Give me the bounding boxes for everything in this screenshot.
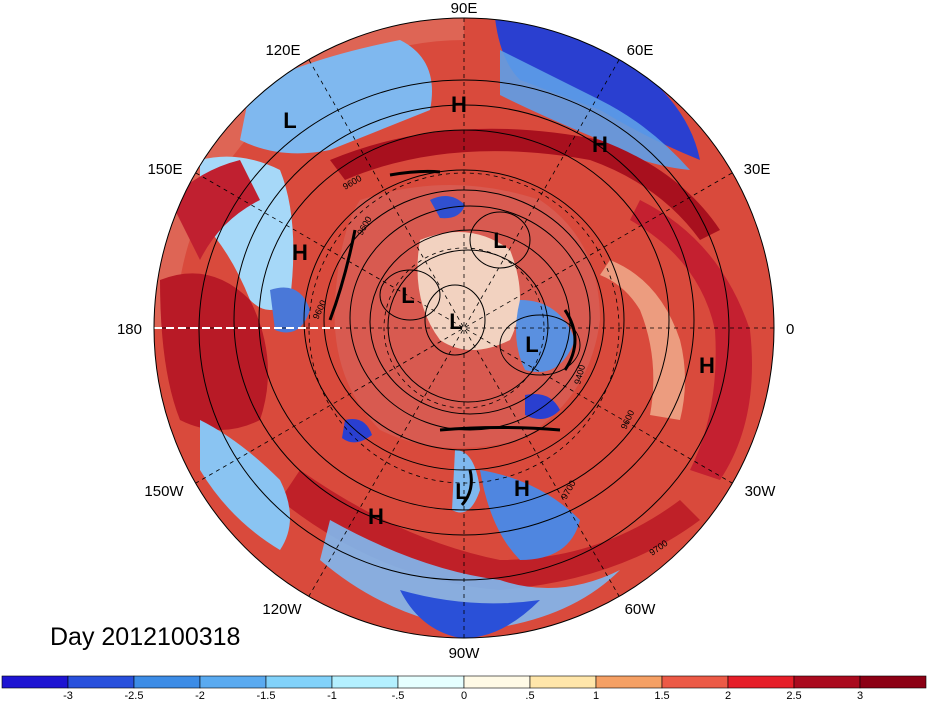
longitude-labels: 90E 60E 30E 0 30W 60W 90W 120W 150W 180 … xyxy=(117,0,794,662)
colorbar-swatch xyxy=(859,675,927,689)
lon-label-30e: 30E xyxy=(744,161,771,178)
pressure-label: H xyxy=(699,353,715,378)
map-border xyxy=(153,17,775,639)
colorbar-swatch xyxy=(793,675,861,689)
colorbar-swatch xyxy=(463,675,531,689)
pressure-label: H xyxy=(292,240,308,265)
lon-label-150e: 150E xyxy=(147,161,182,178)
lon-label-90w: 90W xyxy=(449,645,481,662)
pressure-system-labels: H H L H L L L L H L H H xyxy=(283,92,715,529)
colorbar-swatch xyxy=(595,675,663,689)
colorbar-swatch xyxy=(331,675,399,689)
pressure-label: L xyxy=(455,479,468,504)
colorbar-swatch xyxy=(199,675,267,689)
colorbar: -3 -2.5 -2 -1.5 -1 -.5 0 .5 1 1.5 2 2.5 3 xyxy=(1,675,927,702)
pressure-label: L xyxy=(449,309,462,334)
colorbar-tick-label: -2.5 xyxy=(125,690,144,702)
pressure-label: H xyxy=(368,504,384,529)
pressure-label: L xyxy=(283,108,296,133)
map-disk xyxy=(154,18,774,638)
colorbar-tick-label: .5 xyxy=(525,690,534,702)
colorbar-tick-label: 3 xyxy=(857,690,863,702)
colorbar-swatch xyxy=(133,675,201,689)
lon-label-120e: 120E xyxy=(265,42,300,59)
lon-label-120w: 120W xyxy=(262,601,302,618)
day-title: Day 2012100318 xyxy=(50,623,240,651)
colorbar-tick-label: 1.5 xyxy=(654,690,669,702)
pressure-label: L xyxy=(401,283,414,308)
pressure-label: H xyxy=(514,476,530,501)
pressure-label: L xyxy=(493,228,506,253)
colorbar-tick-label: 0 xyxy=(461,690,467,702)
lon-label-180: 180 xyxy=(117,321,142,338)
colorbar-tick-label: 1 xyxy=(593,690,599,702)
thick-contours xyxy=(328,169,577,506)
lon-label-60w: 60W xyxy=(625,601,657,618)
pressure-label: H xyxy=(451,92,467,117)
colorbar-tick-label: 2 xyxy=(725,690,731,702)
colorbar-swatch xyxy=(265,675,333,689)
colorbar-swatch xyxy=(1,675,69,689)
colorbar-tick-label: -2 xyxy=(195,690,205,702)
colorbar-swatch xyxy=(529,675,597,689)
colorbar-tick-label: 2.5 xyxy=(786,690,801,702)
lon-label-150w: 150W xyxy=(144,483,184,500)
meridians xyxy=(154,18,774,638)
colorbar-tick-label: -1 xyxy=(327,690,337,702)
lon-label-30w: 30W xyxy=(745,483,777,500)
lon-label-90e: 90E xyxy=(451,0,478,17)
pressure-label: L xyxy=(525,332,538,357)
latitude-circles xyxy=(308,172,620,484)
colorbar-swatch xyxy=(397,675,465,689)
colorbar-swatch xyxy=(727,675,795,689)
colorbar-swatch xyxy=(661,675,729,689)
pressure-label: H xyxy=(592,132,608,157)
lon-label-0: 0 xyxy=(786,321,794,338)
lon-label-60e: 60E xyxy=(627,42,654,59)
colorbar-swatch xyxy=(67,675,135,689)
colorbar-tick-label: -3 xyxy=(63,690,73,702)
colorbar-tick-label: -1.5 xyxy=(257,690,276,702)
colorbar-tick-label: -.5 xyxy=(392,690,405,702)
